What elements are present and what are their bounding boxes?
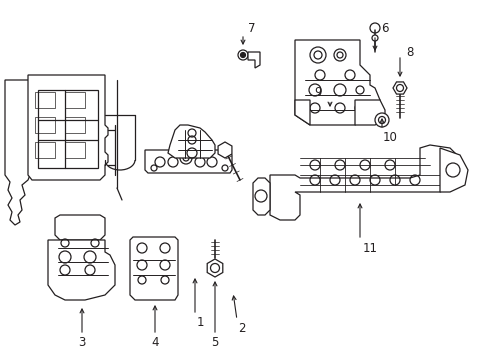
Text: 3: 3 [78, 336, 85, 348]
Text: 8: 8 [406, 45, 413, 58]
Circle shape [371, 35, 377, 41]
Polygon shape [252, 178, 269, 215]
Text: 2: 2 [238, 321, 245, 334]
Polygon shape [130, 237, 178, 300]
Polygon shape [5, 80, 30, 225]
Circle shape [374, 113, 388, 127]
Polygon shape [247, 52, 260, 68]
Polygon shape [218, 142, 231, 158]
Polygon shape [294, 40, 379, 125]
Polygon shape [48, 240, 115, 300]
Text: 4: 4 [151, 336, 159, 348]
Polygon shape [439, 148, 467, 192]
Polygon shape [145, 150, 231, 173]
Text: 7: 7 [248, 22, 255, 35]
Circle shape [240, 53, 245, 58]
Polygon shape [294, 100, 309, 125]
Polygon shape [38, 90, 98, 168]
Text: 1: 1 [196, 315, 203, 328]
Text: 11: 11 [362, 242, 377, 255]
Text: 6: 6 [381, 22, 388, 35]
Polygon shape [392, 82, 406, 94]
Polygon shape [168, 125, 215, 158]
Polygon shape [207, 259, 223, 277]
Polygon shape [28, 75, 108, 180]
Text: 9: 9 [314, 85, 321, 99]
Polygon shape [55, 215, 105, 240]
Text: 5: 5 [211, 336, 218, 348]
Polygon shape [354, 100, 384, 125]
Text: 10: 10 [382, 131, 397, 144]
Polygon shape [269, 145, 461, 220]
